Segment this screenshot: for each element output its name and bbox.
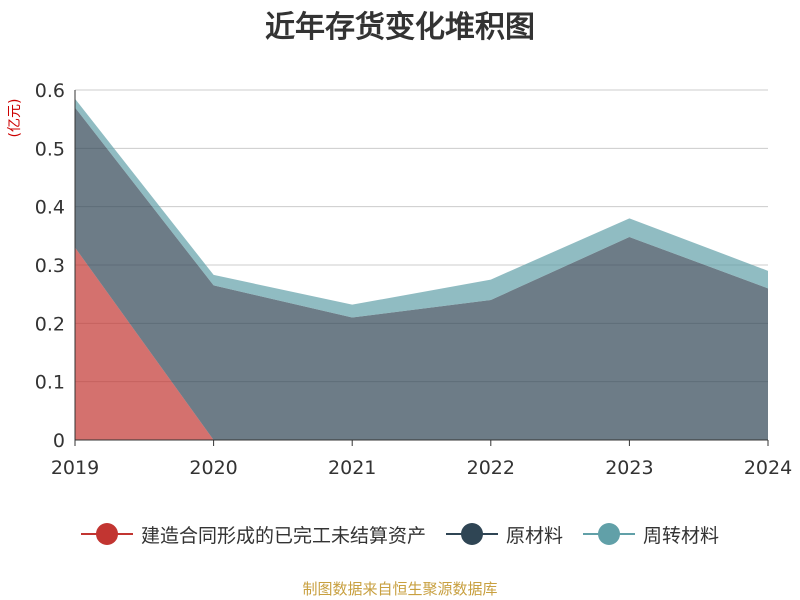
x-tick-label: 2020 xyxy=(189,457,237,479)
y-tick-label: 0.1 xyxy=(35,372,65,394)
legend-item-0[interactable]: 建造合同形成的已完工未结算资产 xyxy=(80,521,426,548)
legend-item-2[interactable]: 周转材料 xyxy=(583,521,719,548)
x-tick-label: 2021 xyxy=(328,457,376,479)
area-series-1 xyxy=(75,107,768,440)
chart-title: 近年存货变化堆积图 xyxy=(265,10,535,45)
x-tick-label: 2019 xyxy=(51,457,99,479)
y-tick-label: 0.2 xyxy=(35,313,65,335)
y-tick-label: 0.6 xyxy=(35,80,65,102)
legend: 建造合同形成的已完工未结算资产 原材料 周转材料 xyxy=(0,514,800,554)
x-tick-label: 2024 xyxy=(744,457,792,479)
x-tick-label: 2023 xyxy=(605,457,653,479)
y-tick-label: 0.5 xyxy=(35,138,65,160)
y-tick-label: 0.4 xyxy=(35,197,65,219)
legend-label: 建造合同形成的已完工未结算资产 xyxy=(140,524,426,547)
legend-marker-icon xyxy=(80,522,133,546)
y-tick-label: 0 xyxy=(53,430,65,452)
area-series-0 xyxy=(75,247,768,440)
source-note: 制图数据来自恒生聚源数据库 xyxy=(302,580,498,598)
y-tick-label: 0.3 xyxy=(35,255,65,277)
legend-marker-icon xyxy=(445,522,498,546)
y-unit-label: (亿元) xyxy=(7,99,23,138)
legend-item-1[interactable]: 原材料 xyxy=(445,521,563,548)
legend-label: 周转材料 xyxy=(643,524,720,547)
legend-label: 原材料 xyxy=(505,524,563,547)
legend-marker-icon xyxy=(583,522,635,546)
x-tick-label: 2022 xyxy=(467,457,515,479)
